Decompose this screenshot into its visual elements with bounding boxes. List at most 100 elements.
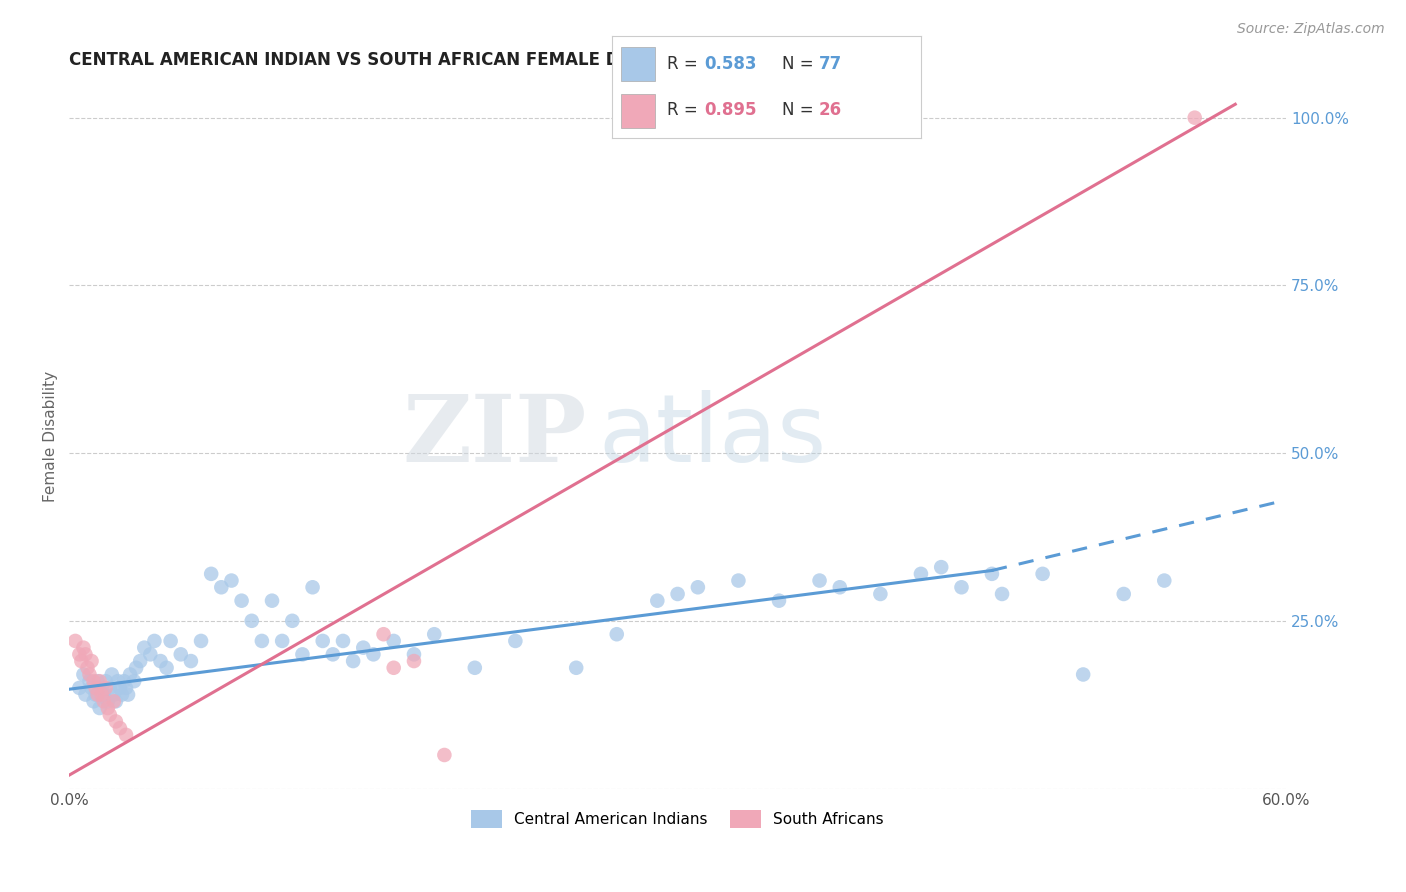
Point [112, 674, 135, 689]
Text: N =: N = [782, 101, 818, 119]
Point [94, 681, 117, 695]
Text: 77: 77 [818, 55, 842, 73]
Point [143, 634, 166, 648]
Point [209, 580, 232, 594]
Point [260, 593, 283, 607]
Point [86, 688, 108, 702]
Text: 0.583: 0.583 [704, 55, 756, 73]
Text: R =: R = [668, 55, 703, 73]
Point [108, 721, 131, 735]
FancyBboxPatch shape [621, 95, 655, 128]
Point [155, 661, 177, 675]
Point [80, 681, 103, 695]
Point [402, 648, 425, 662]
Point [363, 648, 385, 662]
Point [79, 674, 101, 689]
Point [83, 694, 105, 708]
Point [80, 654, 103, 668]
Text: R =: R = [668, 101, 703, 119]
Point [231, 593, 253, 607]
Point [115, 681, 138, 695]
Point [120, 667, 142, 681]
Point [332, 634, 354, 648]
Point [84, 688, 107, 702]
Point [1153, 574, 1175, 588]
Point [190, 634, 212, 648]
FancyBboxPatch shape [621, 47, 655, 81]
Point [170, 648, 193, 662]
Point [1032, 566, 1054, 581]
Point [281, 614, 304, 628]
Point [647, 593, 669, 607]
Point [565, 661, 588, 675]
Point [103, 694, 125, 708]
Point [107, 674, 129, 689]
Point [929, 560, 952, 574]
Point [322, 648, 344, 662]
Point [505, 634, 527, 648]
Point [271, 634, 294, 648]
Point [828, 580, 851, 594]
Point [808, 574, 831, 588]
Point [108, 681, 131, 695]
Point [382, 634, 405, 648]
Text: Source: ZipAtlas.com: Source: ZipAtlas.com [1237, 22, 1385, 37]
Point [89, 674, 111, 689]
Point [1112, 587, 1135, 601]
Point [75, 648, 97, 662]
Point [97, 701, 120, 715]
Text: N =: N = [782, 55, 818, 73]
Point [433, 747, 456, 762]
Point [98, 681, 121, 695]
Point [221, 574, 243, 588]
Text: 0.895: 0.895 [704, 101, 756, 119]
Point [666, 587, 689, 601]
Point [90, 688, 112, 702]
Point [312, 634, 335, 648]
Point [98, 707, 121, 722]
Point [65, 634, 87, 648]
Point [464, 661, 486, 675]
Point [1184, 111, 1206, 125]
Point [89, 701, 111, 715]
Point [1071, 667, 1094, 681]
Point [97, 694, 120, 708]
Point [727, 574, 749, 588]
Point [115, 728, 138, 742]
Point [75, 688, 97, 702]
Point [301, 580, 323, 594]
Point [342, 654, 364, 668]
Point [86, 674, 108, 689]
Point [139, 648, 162, 662]
Point [606, 627, 628, 641]
Point [382, 661, 405, 675]
Point [950, 580, 973, 594]
Point [90, 681, 112, 695]
Point [103, 688, 125, 702]
Point [402, 654, 425, 668]
Point [111, 688, 134, 702]
Point [104, 694, 127, 708]
Point [134, 640, 156, 655]
Point [910, 566, 932, 581]
Point [72, 667, 94, 681]
Point [117, 688, 139, 702]
Point [129, 654, 152, 668]
Text: atlas: atlas [599, 391, 827, 483]
Point [159, 634, 181, 648]
Point [83, 674, 105, 689]
Point [101, 667, 124, 681]
Point [94, 674, 117, 689]
Text: CENTRAL AMERICAN INDIAN VS SOUTH AFRICAN FEMALE DISABILITY CORRELATION CHART: CENTRAL AMERICAN INDIAN VS SOUTH AFRICAN… [69, 51, 915, 69]
Point [423, 627, 446, 641]
Point [122, 674, 145, 689]
Point [70, 654, 93, 668]
Point [686, 580, 709, 594]
Point [352, 640, 374, 655]
Point [240, 614, 263, 628]
Point [67, 648, 90, 662]
Legend: Central American Indians, South Africans: Central American Indians, South Africans [465, 804, 890, 834]
Point [200, 566, 222, 581]
Point [768, 593, 790, 607]
Point [180, 654, 202, 668]
